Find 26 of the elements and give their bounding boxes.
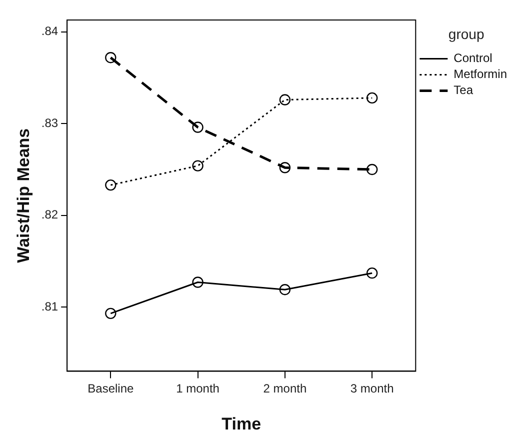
y-tick-label: .81	[41, 299, 58, 314]
legend-title: group	[448, 26, 484, 42]
legend-label: Control	[454, 51, 492, 66]
point	[192, 122, 204, 133]
point	[366, 267, 378, 279]
point	[105, 308, 116, 320]
point	[192, 276, 204, 288]
point	[279, 284, 291, 296]
point	[279, 162, 291, 174]
legend-label: Metformin	[454, 67, 507, 82]
y-tick-label: .83	[41, 116, 58, 130]
y-tick-label: .82	[41, 208, 58, 222]
x-axis-title: Time	[222, 414, 262, 434]
x-tick-label: 3 month	[350, 382, 394, 396]
point	[279, 94, 291, 106]
x-tick-label: 2 month	[263, 382, 307, 396]
y-axis-title: Waist/Hip Means	[14, 128, 33, 263]
y-tick-label: .84	[41, 24, 58, 38]
point	[105, 52, 116, 64]
point	[366, 164, 378, 176]
point	[366, 92, 378, 104]
point	[105, 179, 116, 191]
x-tick-label: Baseline	[88, 382, 134, 396]
x-tick-label: 1 month	[176, 382, 220, 396]
point	[192, 160, 204, 172]
legend-label: Tea	[454, 83, 474, 98]
